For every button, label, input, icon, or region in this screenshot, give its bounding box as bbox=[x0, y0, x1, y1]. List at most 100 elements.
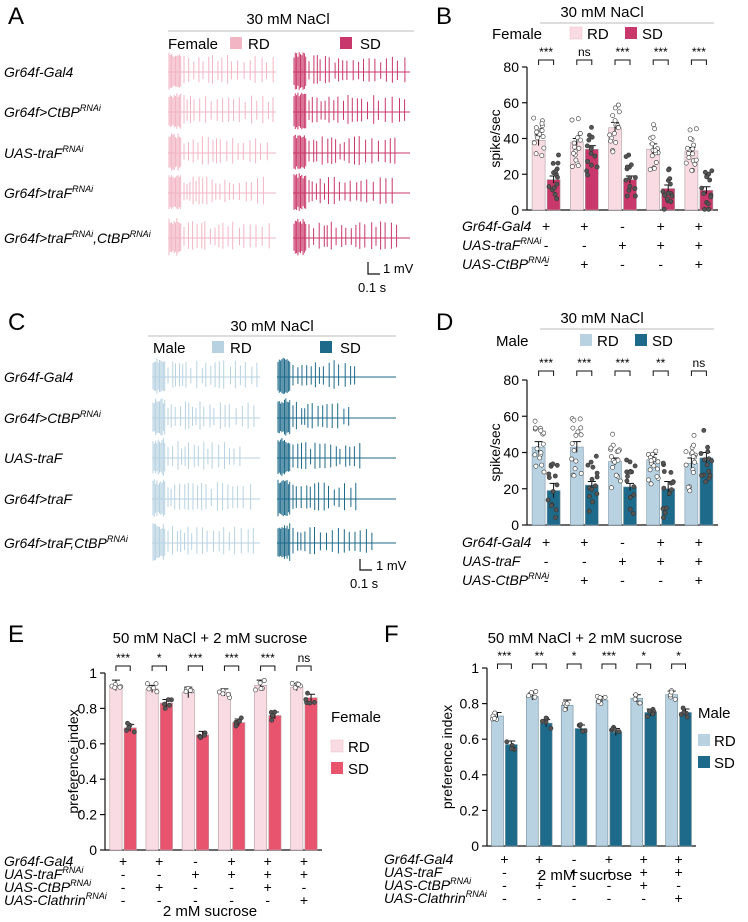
dot-rd-b-2-10 bbox=[610, 149, 616, 155]
bar-sd-e-4 bbox=[268, 715, 282, 851]
dot-rd-b-3-15 bbox=[647, 167, 653, 172]
dot-rd-b-0-2 bbox=[533, 151, 539, 157]
geno-sign-b-2-0: - bbox=[544, 256, 549, 272]
dot-rd-d-1-5 bbox=[577, 416, 583, 422]
dot-sd-b-4-8 bbox=[701, 191, 706, 196]
panel-e: E 50 mM NaCl + 2 mM sucrose Female RD SD… bbox=[4, 621, 381, 920]
dot-rd-d-4-13 bbox=[689, 450, 695, 455]
sig-bracket-d-0 bbox=[538, 370, 555, 376]
dot-rd-d-2-14 bbox=[609, 485, 614, 491]
dot-sd-b-2-1 bbox=[627, 175, 633, 180]
sig-label-f-0: *** bbox=[497, 649, 511, 663]
geno-sign-e-3-3: - bbox=[229, 892, 234, 908]
dot-rd-b-0-13 bbox=[534, 135, 540, 141]
row-label-a-0: Gr64f-Gal4 bbox=[4, 64, 73, 80]
sig-label-e-1: * bbox=[157, 651, 162, 665]
sig-bracket-e-2 bbox=[187, 665, 204, 671]
dot-rd-b-3-12 bbox=[649, 141, 655, 147]
dot-rd-d-3-8 bbox=[648, 481, 654, 487]
panel-c-legend-sd: SD bbox=[340, 340, 361, 357]
dot-sd-d-1-0 bbox=[590, 499, 595, 505]
dot-sd-d-3-11 bbox=[660, 506, 666, 512]
dot-sd-b-3-7 bbox=[667, 176, 673, 181]
geno-sign-f-2-5: - bbox=[676, 877, 681, 893]
sig-bracket-e-0 bbox=[115, 665, 131, 671]
geno-sign-b-0-1: + bbox=[580, 218, 588, 234]
dot-rd-b-3-1 bbox=[652, 126, 657, 132]
geno-sign-f-3-5: + bbox=[674, 890, 682, 906]
panel-b-title: 30 mM NaCl bbox=[560, 4, 643, 21]
dot-sd-d-2-13 bbox=[627, 469, 633, 475]
sig-label-d-3: ** bbox=[656, 356, 666, 370]
geno-sign-b-1-2: + bbox=[618, 237, 626, 253]
panel-b-legend-sd: SD bbox=[642, 26, 663, 43]
row-label-a-3: Gr64f>traFRNAi bbox=[4, 184, 94, 201]
dot-sd-d-1-10 bbox=[594, 474, 600, 480]
panel-f-legend-rd-swatch bbox=[698, 734, 710, 746]
geno-sign-f-1-0: - bbox=[502, 864, 507, 880]
geno-sign-b-1-3: + bbox=[657, 237, 665, 253]
dot-sd-e-1-3 bbox=[165, 697, 171, 703]
sig-label-d-4: ns bbox=[693, 356, 706, 370]
geno-sign-e-1-3: + bbox=[227, 866, 235, 882]
bar-rd-e-4 bbox=[254, 685, 268, 851]
panel-b-legend-sd-swatch bbox=[625, 27, 637, 39]
dot-sd-d-3-13 bbox=[661, 485, 667, 491]
dot-rd-b-4-3 bbox=[686, 155, 692, 160]
geno-sign-d-2-0: - bbox=[544, 572, 549, 588]
bar-sd-b-1 bbox=[584, 148, 599, 211]
geno-sign-f-0-2: - bbox=[572, 851, 577, 867]
trace-rd-c-0 bbox=[152, 358, 260, 394]
y-axis-label-e: preference index bbox=[65, 709, 81, 813]
dot-sd-b-4-13 bbox=[702, 206, 707, 212]
y-tick-label-e-0: 0 bbox=[89, 842, 97, 858]
dot-rd-b-4-1 bbox=[685, 145, 690, 151]
dot-rd-d-2-11 bbox=[616, 448, 621, 454]
dot-rd-e-2-4 bbox=[187, 688, 193, 693]
row-label-c-1: Gr64f>CtBPRNAi bbox=[4, 409, 102, 426]
dot-sd-f-5-3 bbox=[680, 705, 686, 711]
dot-sd-d-1-4 bbox=[588, 459, 594, 465]
trace-sd-c-4 bbox=[277, 523, 396, 561]
geno-label-e-1: UAS-traFRNAi bbox=[4, 865, 84, 882]
dot-sd-b-0-5 bbox=[554, 181, 560, 187]
sig-bracket-b-4 bbox=[690, 59, 707, 65]
dot-rd-b-1-14 bbox=[573, 157, 579, 163]
y-tick-label-d-0: 0 bbox=[511, 517, 519, 533]
geno-sign-f-1-3: + bbox=[605, 864, 613, 880]
bar-rd-f-5 bbox=[665, 694, 678, 847]
dot-sd-d-1-3 bbox=[592, 483, 598, 489]
sig-bracket-d-2 bbox=[614, 370, 631, 376]
geno-sign-e-3-0: - bbox=[121, 892, 126, 908]
dot-sd-b-3-11 bbox=[661, 206, 667, 212]
trace-rd-a-4 bbox=[168, 218, 276, 256]
dot-rd-b-2-5 bbox=[613, 139, 619, 145]
panel-e-legend-sd-swatch bbox=[331, 762, 343, 774]
dot-sd-f-4-4 bbox=[647, 708, 652, 714]
geno-sign-e-2-2: - bbox=[193, 879, 198, 895]
dot-sd-b-1-0 bbox=[585, 172, 590, 178]
sig-bracket-b-1 bbox=[576, 59, 593, 65]
sig-bracket-e-5 bbox=[296, 665, 312, 671]
error-bar-sd-b-4 bbox=[702, 186, 711, 194]
panel-f-legend-sd: SD bbox=[714, 755, 735, 772]
bar-rd-f-1 bbox=[526, 696, 539, 847]
dot-rd-b-0-1 bbox=[531, 115, 537, 121]
geno-sign-e-2-0: - bbox=[121, 879, 126, 895]
panel-e-title: 50 mM NaCl + 2 mM sucrose bbox=[113, 630, 308, 647]
y-tick-label-b-1: 20 bbox=[503, 166, 519, 182]
dot-rd-f-2-4 bbox=[564, 701, 570, 706]
row-label-c-3: Gr64f>traF bbox=[4, 491, 74, 507]
geno-sign-f-0-0: + bbox=[500, 851, 508, 867]
dot-sd-b-1-10 bbox=[588, 146, 594, 152]
sig-bracket-e-3 bbox=[223, 665, 240, 671]
geno-sign-e-2-3: - bbox=[229, 879, 234, 895]
dot-rd-b-3-8 bbox=[649, 153, 655, 159]
geno-sign-f-2-0: - bbox=[502, 877, 507, 893]
dot-sd-b-0-10 bbox=[555, 160, 561, 166]
dot-rd-e-4-3 bbox=[261, 678, 267, 683]
trace-sd-a-0 bbox=[293, 52, 410, 90]
dot-sd-d-1-8 bbox=[587, 493, 592, 499]
dot-rd-e-1-4 bbox=[144, 681, 150, 687]
bar-sd-f-2 bbox=[574, 728, 588, 847]
